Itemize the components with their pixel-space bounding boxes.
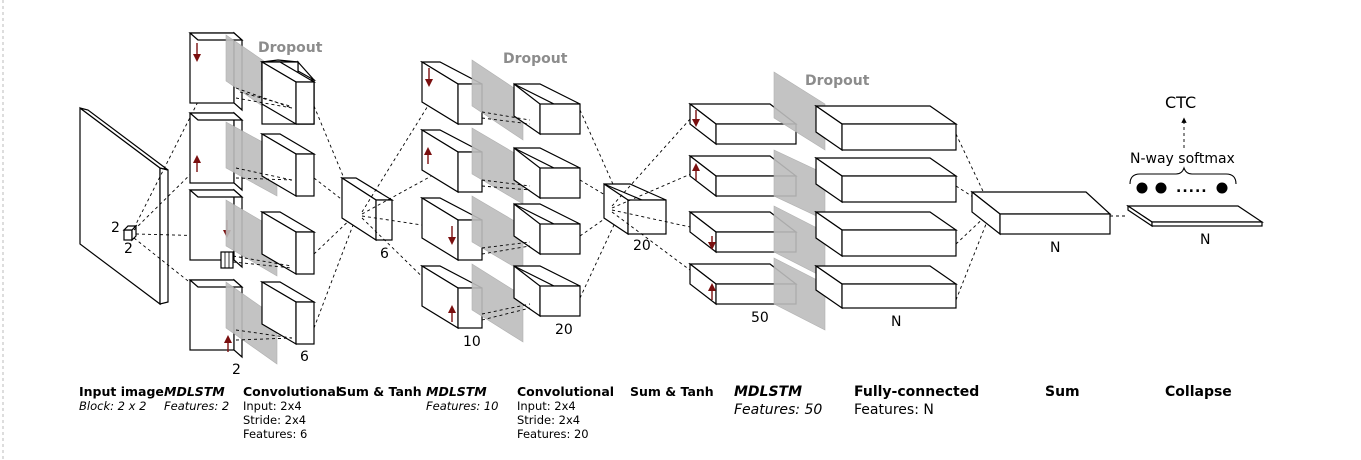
caption-collapse: Collapse	[1165, 384, 1232, 400]
conv2-box	[513, 264, 581, 318]
sum1-output-label: 6	[380, 246, 389, 262]
softmax-label: N-way softmax	[1130, 151, 1235, 167]
block-width-label: 2	[111, 220, 120, 236]
sum3-box	[970, 190, 1112, 236]
dropout-panels-3	[773, 71, 826, 331]
sum3-output-label: N	[1050, 240, 1060, 256]
captions: Input image Block: 2 x 2 MDLSTM Features…	[79, 384, 1232, 441]
caption-title: Input image	[79, 384, 164, 399]
conv2-box	[513, 146, 581, 200]
sum2-to-mdlstm3-links	[611, 107, 707, 283]
caption-line: Input: 2x4	[243, 399, 302, 413]
dropout-panels-2	[471, 59, 524, 343]
caption-title: Convolutional	[517, 384, 614, 399]
dropout-label-1: Dropout	[258, 40, 323, 56]
collapse-output-label: N	[1200, 232, 1210, 248]
ctc-label: CTC	[1165, 93, 1196, 112]
caption-line: Features: 50	[734, 402, 822, 418]
caption-title: MDLSTM	[734, 384, 802, 400]
caption-title: Fully-connected	[854, 384, 979, 400]
caption-mdlstm-3: MDLSTM Features: 50	[734, 384, 822, 418]
caption-line: Stride: 2x4	[243, 413, 306, 427]
caption-line: Features: 2	[164, 399, 229, 413]
fc-box	[814, 104, 958, 152]
caption-title: MDLSTM	[164, 384, 225, 399]
conv-window	[220, 251, 234, 269]
mdlstm1-output-label: 2	[232, 362, 241, 378]
conv1-output-label: 6	[300, 349, 309, 365]
caption-line: Features: 10	[426, 399, 499, 413]
conv2-box	[513, 202, 581, 256]
caption-mdlstm-1: MDLSTM Features: 2	[164, 384, 229, 413]
caption-fully-connected: Fully-connected Features: N	[854, 384, 979, 418]
mdlstm3-output-label: 50	[751, 310, 769, 326]
conv1-boxes	[259, 60, 317, 346]
conv2-output-label: 20	[555, 322, 573, 338]
caption-line: Block: 2 x 2	[79, 399, 146, 413]
collapse-box	[1126, 204, 1264, 228]
mdlstm2-layer	[419, 60, 483, 330]
output-unit-dot	[1136, 182, 1148, 194]
output-unit-dot	[1216, 182, 1228, 194]
caption-line: Features: N	[854, 402, 934, 418]
sum1-box	[339, 176, 395, 242]
output-unit-dot	[1155, 182, 1167, 194]
sum2-box	[603, 182, 667, 236]
caption-title: Sum	[1045, 384, 1080, 400]
softmax-brace	[1129, 166, 1237, 185]
mdlstm2-output-label: 10	[463, 334, 481, 350]
caption-title: Sum & Tanh	[338, 384, 422, 399]
caption-input-image: Input image Block: 2 x 2	[79, 384, 164, 413]
caption-line: Stride: 2x4	[517, 413, 580, 427]
fc-box	[814, 210, 958, 258]
conv1-box	[259, 132, 317, 198]
fc-box	[814, 264, 958, 310]
input-image	[79, 106, 169, 306]
fc-box	[814, 156, 958, 204]
fc-layer	[814, 104, 958, 310]
caption-title: Sum & Tanh	[630, 384, 714, 399]
mdlstm2-box	[419, 60, 483, 126]
caption-mdlstm-2: MDLSTM Features: 10	[426, 384, 499, 413]
caption-title: Convolutional	[243, 384, 340, 399]
conv2-box	[513, 82, 581, 136]
softmax-output: ..... N-way softmax CTC	[1129, 93, 1237, 196]
conv1-box	[259, 210, 317, 276]
conv1-box	[259, 280, 317, 346]
scan-direction-arrows-2	[424, 68, 456, 322]
sum2-output-label: 20	[633, 238, 651, 254]
caption-title: Collapse	[1165, 384, 1232, 400]
dropout-label-2: Dropout	[503, 51, 568, 67]
caption-line: Input: 2x4	[517, 399, 576, 413]
scan-direction-arrows-3	[692, 110, 716, 300]
block-height-label: 2	[124, 241, 133, 257]
mdlstm2-to-conv2-links	[481, 111, 531, 321]
caption-line: Features: 20	[517, 427, 589, 441]
mdlstm1-to-conv1-links	[232, 87, 293, 341]
caption-sum-tanh-1: Sum & Tanh	[338, 384, 422, 399]
caption-conv-2: Convolutional Input: 2x4 Stride: 2x4 Fea…	[517, 384, 614, 441]
caption-sum: Sum	[1045, 384, 1080, 400]
conv1-box	[259, 60, 317, 126]
mdlstm2-box	[419, 196, 483, 262]
conv2-layer	[513, 82, 581, 318]
caption-line: Features: 6	[243, 427, 307, 441]
caption-sum-tanh-2: Sum & Tanh	[630, 384, 714, 399]
dropout-label-3: Dropout	[805, 73, 870, 89]
output-ellipsis: .....	[1176, 180, 1208, 196]
fc-output-label: N	[891, 314, 901, 330]
caption-conv-1: Convolutional Input: 2x4 Stride: 2x4 Fea…	[243, 384, 340, 441]
caption-title: MDLSTM	[426, 384, 487, 399]
